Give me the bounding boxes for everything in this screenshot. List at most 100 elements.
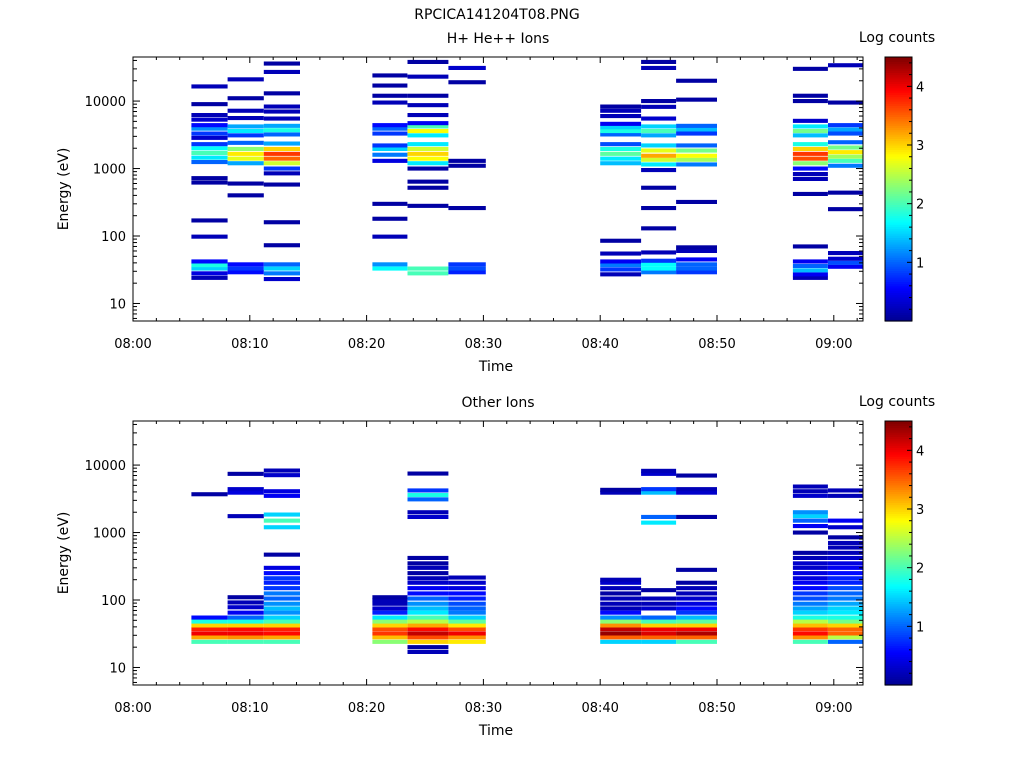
spectrogram-cell — [448, 639, 486, 644]
spectrogram-cell — [191, 142, 228, 147]
colorbar-segment — [885, 674, 912, 677]
spectrogram-cell — [641, 262, 677, 267]
spectrogram-cell — [263, 182, 300, 187]
spectrogram-cell — [792, 627, 828, 632]
x-tick-label: 08:50 — [698, 337, 735, 352]
spectrogram-cell — [600, 156, 642, 161]
spectrogram-cell — [641, 606, 677, 611]
colorbar-segment — [885, 656, 912, 660]
spectrogram-cell — [792, 610, 828, 615]
spectrogram-cell — [600, 151, 642, 156]
colorbar-segment — [885, 491, 912, 495]
spectrogram-cell — [227, 133, 264, 138]
spectrogram-cell — [191, 263, 228, 268]
spectrogram-cell — [263, 601, 300, 606]
spectrogram-cell — [792, 606, 828, 611]
spectrogram-cell — [448, 158, 486, 163]
spectrogram-cell — [641, 104, 677, 109]
spectrogram-cell — [372, 623, 408, 628]
colorbar-segment — [885, 268, 912, 271]
panel-title: H+ He++ Ions — [447, 31, 550, 47]
colorbar-segment — [885, 460, 912, 464]
colorbar-segment — [885, 425, 912, 429]
spectrogram-cells — [191, 59, 863, 282]
spectrogram-cell — [191, 234, 228, 239]
colorbar-segment — [885, 63, 912, 67]
spectrogram-cell — [676, 619, 717, 624]
spectrogram-cell — [600, 132, 642, 137]
colorbar-segment — [885, 603, 912, 607]
y-tick-label: 1000 — [93, 163, 126, 178]
spectrogram-cell — [828, 555, 863, 560]
spectrogram-cell — [227, 129, 264, 134]
colorbar-segment — [885, 537, 912, 541]
colorbar-segment — [885, 520, 912, 523]
spectrogram-cell — [191, 639, 228, 644]
spectrogram-cell — [407, 631, 449, 636]
spectrogram-cell — [227, 619, 264, 624]
spectrogram-cell — [372, 131, 408, 136]
spectrogram-cell — [828, 586, 863, 591]
spectrogram-cell — [372, 152, 408, 157]
colorbar-segment — [885, 226, 912, 230]
spectrogram-cell — [263, 156, 300, 161]
spectrogram-cell — [641, 266, 677, 271]
spectrogram-cell — [792, 275, 828, 280]
spectrogram-cell — [641, 635, 677, 640]
colorbar-segment — [885, 649, 912, 653]
spectrogram-cell — [641, 99, 677, 104]
colorbar-segment — [885, 65, 912, 69]
spectrogram-cell — [191, 126, 228, 131]
spectrogram-cell — [191, 635, 228, 640]
spectrogram-cell — [407, 142, 449, 147]
spectrogram-cell — [227, 146, 264, 151]
spectrogram-cell — [407, 203, 449, 208]
colorbar-segment — [885, 151, 912, 155]
spectrogram-cell — [407, 619, 449, 624]
spectrogram-cell — [600, 251, 642, 256]
colorbar-segment — [885, 160, 912, 164]
colorbar-segment — [885, 195, 912, 199]
spectrogram-cell — [600, 161, 642, 166]
spectrogram-cell — [792, 259, 828, 264]
colorbar-segment — [885, 281, 912, 285]
colorbar-segment — [885, 68, 912, 71]
colorbar-segment — [885, 559, 912, 563]
spectrogram-cell — [263, 525, 300, 530]
spectrogram-cell — [600, 615, 642, 620]
colorbar: 1 2 3 4 Log counts — [859, 30, 935, 322]
spectrogram-cell — [372, 635, 408, 640]
spectrogram-cell — [448, 575, 486, 580]
spectrogram-cell — [448, 635, 486, 640]
spectrogram-cell — [792, 151, 828, 156]
colorbar-segment — [885, 467, 912, 470]
spectrogram-cell — [263, 123, 300, 128]
spectrogram-cell — [407, 591, 449, 596]
colorbar-segment — [885, 261, 912, 265]
spectrogram-cell — [448, 80, 486, 85]
colorbar-segment — [885, 85, 912, 89]
spectrogram-cell — [407, 129, 449, 134]
spectrogram-cell — [792, 156, 828, 161]
spectrogram-cell — [263, 220, 300, 225]
spectrogram-cell — [372, 93, 408, 98]
colorbar-segment — [885, 120, 912, 124]
spectrogram-cell — [600, 623, 642, 628]
spectrogram-cell — [263, 141, 300, 146]
y-axis-label: Energy (eV) — [56, 512, 72, 595]
spectrogram-cell — [407, 74, 449, 79]
colorbar-segment — [885, 129, 912, 133]
spectrogram-cell — [448, 206, 486, 211]
spectrogram-cell — [263, 277, 300, 282]
colorbar-segment — [885, 255, 912, 258]
spectrogram-cell — [641, 615, 677, 620]
spectrogram-cell — [263, 243, 300, 248]
spectrogram-cell — [191, 102, 228, 107]
spectrogram-cell — [227, 140, 264, 145]
spectrogram-cell — [448, 163, 486, 168]
spectrogram-cell — [263, 615, 300, 620]
colorbar-segment — [885, 158, 912, 161]
spectrogram-cell — [227, 487, 264, 492]
spectrogram-cell — [407, 146, 449, 151]
spectrogram-cell — [227, 270, 264, 275]
